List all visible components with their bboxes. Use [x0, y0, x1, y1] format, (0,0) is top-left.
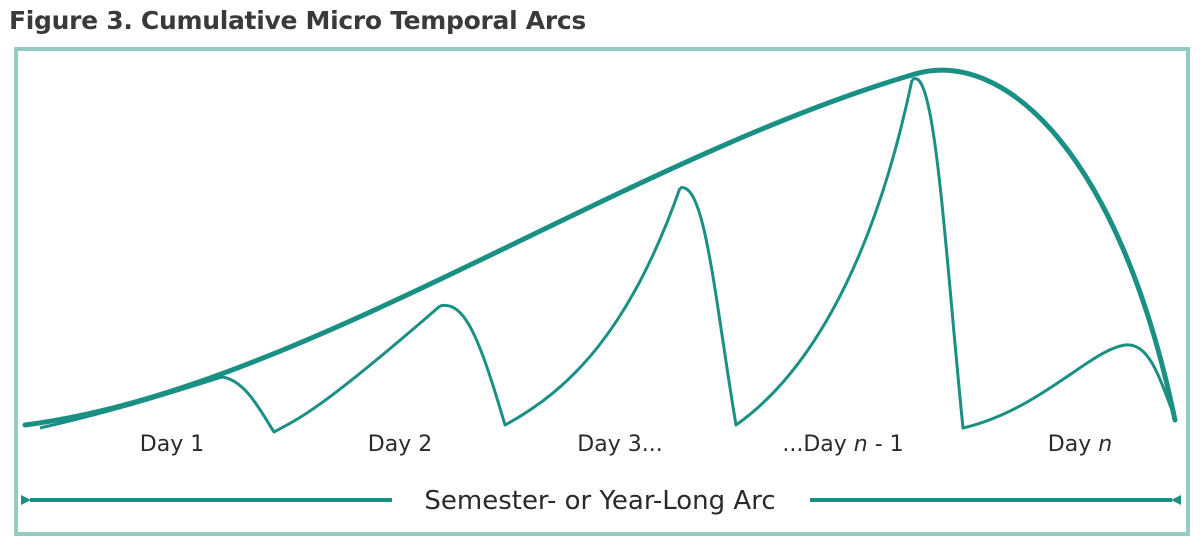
- long-arc-label: Semester- or Year-Long Arc: [424, 486, 775, 516]
- day-label-2: Day 2: [368, 432, 432, 457]
- day-2-arc: [439, 187, 682, 427]
- cumulative-arc-curve: [22, 67, 1178, 428]
- day-3-arc: [679, 79, 914, 427]
- figure-title: Figure 3. Cumulative Micro Temporal Arcs: [9, 6, 586, 35]
- day-label-1: Day 1: [140, 432, 204, 457]
- diagram-frame: [14, 47, 1190, 536]
- day-label-3: Day 3...: [577, 432, 662, 457]
- day-n-minus-1-arc: [911, 77, 1177, 430]
- day-1-arc: [39, 304, 441, 434]
- day-label-n-minus-1: ...Day n - 1: [782, 432, 903, 457]
- day-label-n: Day n: [1048, 432, 1112, 457]
